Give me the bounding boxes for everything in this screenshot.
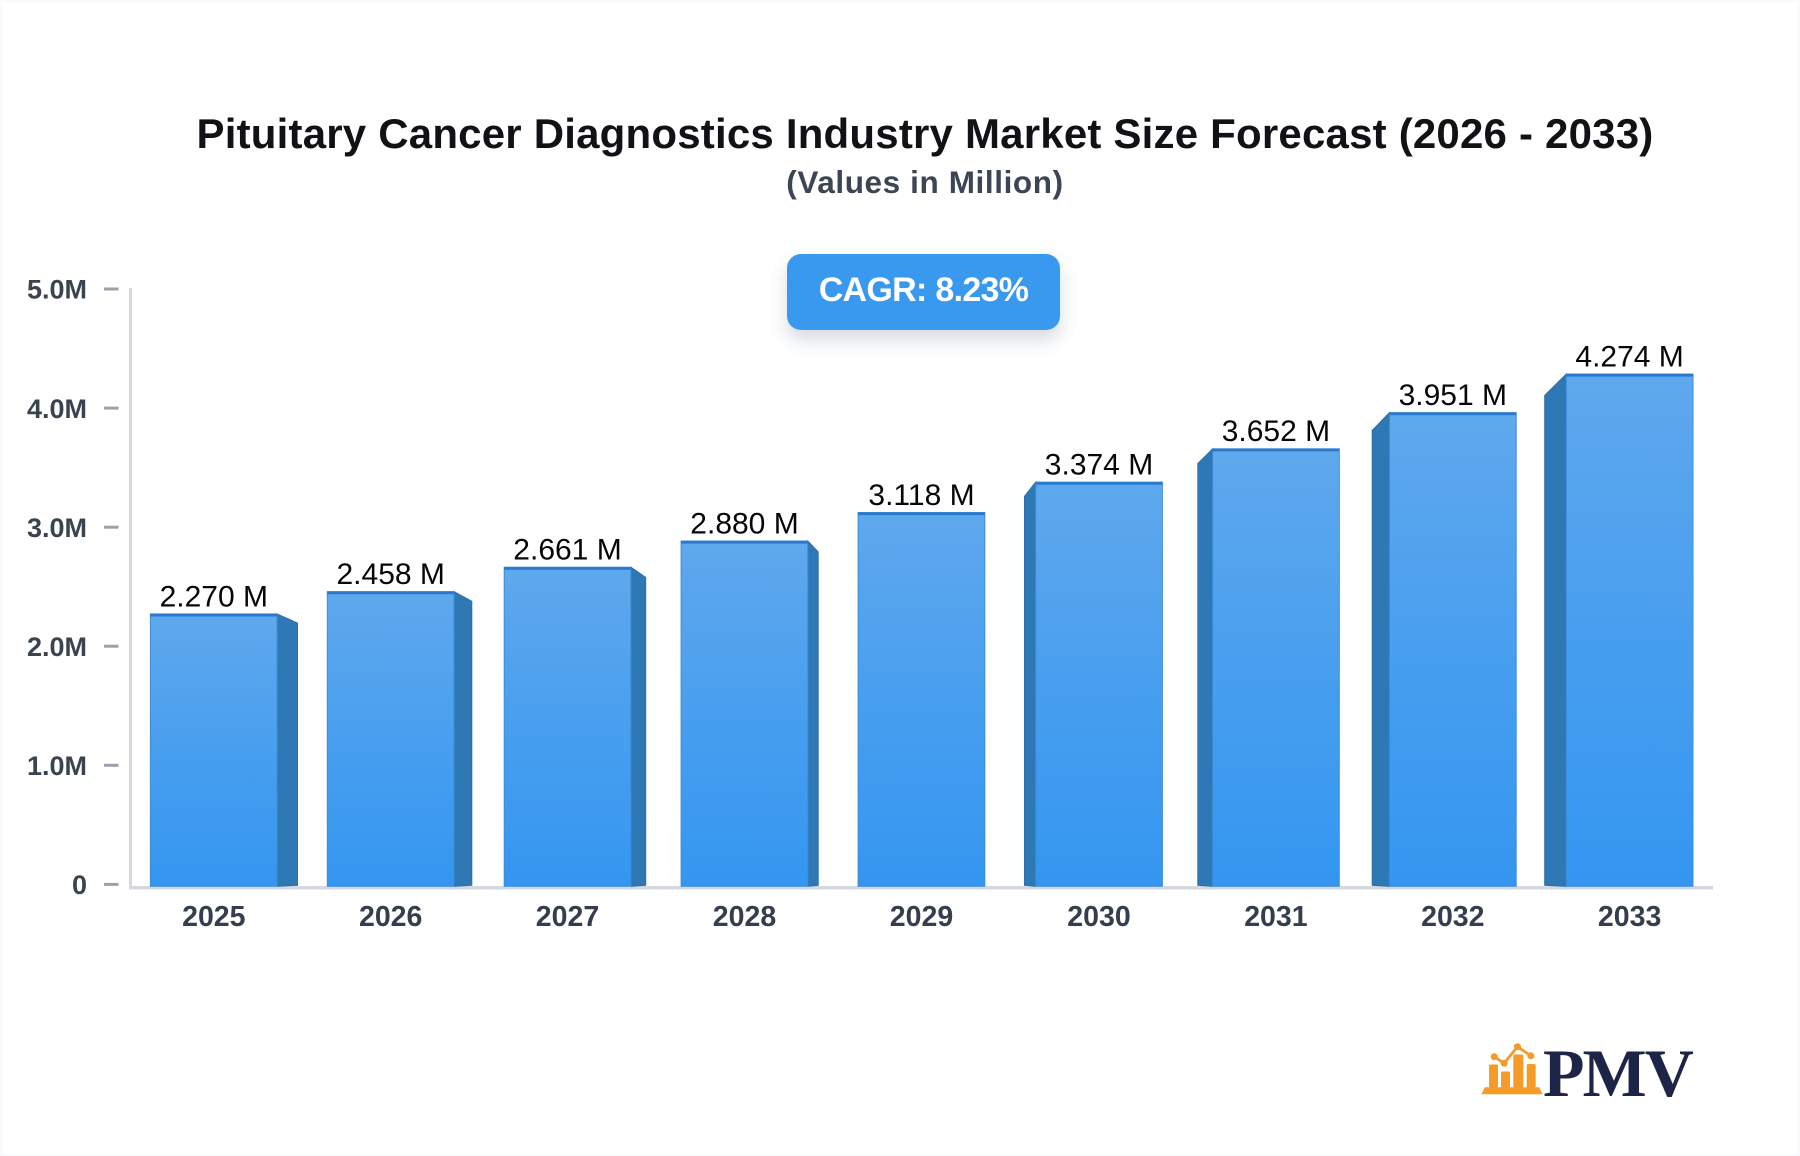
svg-text:0: 0 <box>72 870 87 900</box>
svg-text:2.0M: 2.0M <box>27 632 87 662</box>
svg-text:2029: 2029 <box>890 901 953 933</box>
svg-text:2030: 2030 <box>1067 901 1130 933</box>
svg-text:2.661 M: 2.661 M <box>513 534 621 567</box>
svg-text:2027: 2027 <box>536 901 599 933</box>
svg-text:2033: 2033 <box>1598 901 1661 933</box>
svg-text:2.270 M: 2.270 M <box>160 580 268 613</box>
svg-text:1.0M: 1.0M <box>27 751 87 781</box>
svg-text:3.0M: 3.0M <box>27 513 87 543</box>
svg-text:5.0M: 5.0M <box>27 275 87 305</box>
svg-text:2031: 2031 <box>1244 901 1308 933</box>
svg-text:4.274 M: 4.274 M <box>1575 340 1683 373</box>
svg-text:2028: 2028 <box>713 901 776 933</box>
svg-text:PMV: PMV <box>1543 1035 1694 1111</box>
svg-text:2.880 M: 2.880 M <box>690 507 798 540</box>
svg-text:4.0M: 4.0M <box>27 394 87 424</box>
svg-text:3.374 M: 3.374 M <box>1045 449 1153 482</box>
svg-text:3.118 M: 3.118 M <box>868 479 974 512</box>
svg-text:2032: 2032 <box>1421 901 1484 933</box>
svg-text:3.951 M: 3.951 M <box>1399 379 1507 412</box>
svg-text:2.458 M: 2.458 M <box>336 558 444 591</box>
svg-text:2025: 2025 <box>182 901 246 933</box>
svg-text:2026: 2026 <box>359 901 422 933</box>
svg-text:3.652 M: 3.652 M <box>1222 415 1330 448</box>
